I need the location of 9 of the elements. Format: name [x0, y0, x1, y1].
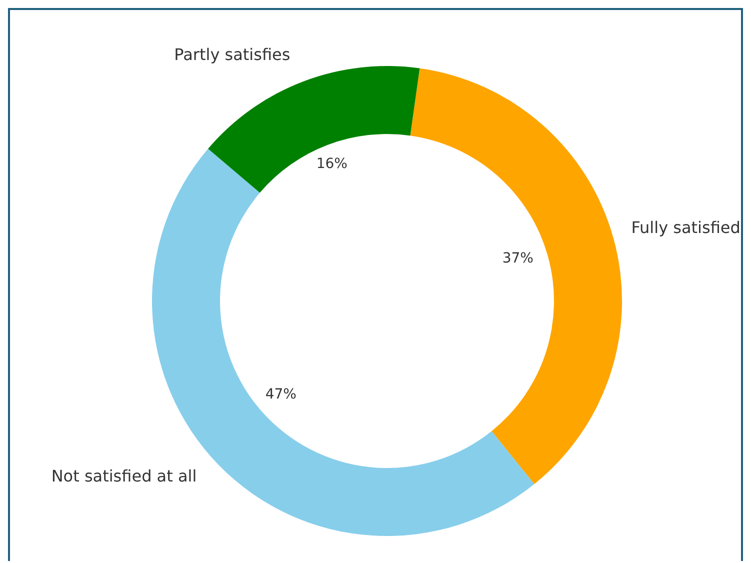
- donut-slice: [208, 66, 420, 193]
- donut-slice: [410, 68, 622, 484]
- data-label: 16%: [316, 156, 348, 172]
- slice-label: Not satisfied at all: [51, 466, 197, 486]
- slice-label: Fully satisfied: [631, 218, 740, 237]
- data-label: 37%: [502, 250, 534, 267]
- data-label: 47%: [265, 386, 296, 402]
- slice-label: Partly satisfies: [174, 44, 290, 64]
- donut-slice: [152, 148, 534, 536]
